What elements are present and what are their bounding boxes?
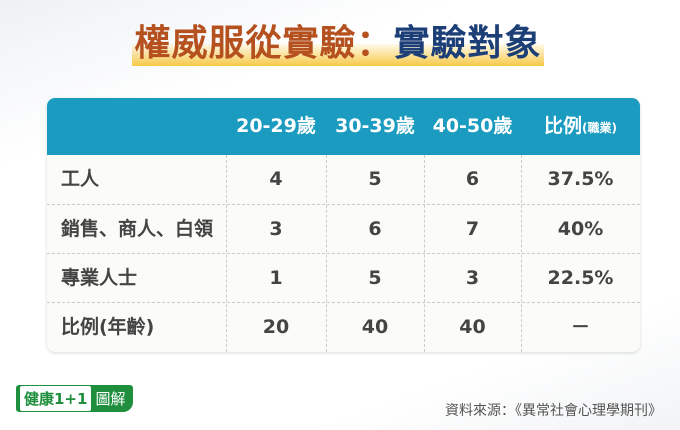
page-title: 權威服從實驗：實驗對象 bbox=[132, 14, 544, 66]
table-row: 比例(年齡) 20 40 40 － bbox=[47, 302, 640, 352]
subjects-table: 20-29歲 30-39歲 40-50歲 比例(職業) 工人 4 5 6 37.5% 銷售… bbox=[47, 98, 640, 352]
table-cell: 1 bbox=[269, 267, 283, 289]
table-cell: 5 bbox=[368, 168, 382, 190]
table-cell: 3 bbox=[465, 267, 480, 289]
title-colon: ： bbox=[356, 23, 394, 64]
table-cell: 6 bbox=[368, 218, 382, 240]
header-30-39: 30-39歲 bbox=[335, 115, 415, 137]
row-label: 專業人士 bbox=[61, 267, 138, 289]
table-cell: 37.5% bbox=[547, 168, 614, 190]
table-cell: 7 bbox=[465, 218, 480, 240]
table-row: 專業人士 1 5 3 22.5% bbox=[47, 253, 640, 303]
header-ratio-label: 比例 bbox=[544, 115, 583, 137]
divider bbox=[521, 155, 522, 352]
table-row: 銷售、商人、白領 3 6 7 40% bbox=[47, 204, 640, 254]
table-cell: － bbox=[570, 316, 590, 338]
divider bbox=[226, 155, 227, 352]
logo-text: 健康1+1 bbox=[20, 386, 92, 411]
title-part2: 實驗對象 bbox=[393, 23, 542, 64]
table-cell: 40 bbox=[361, 316, 389, 338]
title-banner: 權威服從實驗：實驗對象 bbox=[132, 8, 544, 66]
table-cell: 20 bbox=[262, 316, 290, 338]
header-40-50: 40-50歲 bbox=[432, 115, 513, 137]
row-label: 工人 bbox=[61, 168, 100, 190]
title-part1: 權威服從實驗 bbox=[134, 23, 357, 64]
divider bbox=[424, 155, 425, 352]
divider bbox=[326, 155, 327, 352]
table-cell: 22.5% bbox=[547, 267, 614, 289]
table-header: 20-29歲 30-39歲 40-50歲 比例(職業) bbox=[47, 98, 640, 155]
header-ratio: 比例(職業) bbox=[521, 98, 640, 155]
table-cell: 4 bbox=[269, 168, 283, 190]
table-cell: 6 bbox=[465, 168, 480, 190]
row-label: 比例(年齡) bbox=[61, 316, 155, 338]
header-ratio-suffix: (職業) bbox=[582, 121, 617, 135]
source-citation: 資料來源：《異常社會心理學期刊》 bbox=[445, 403, 662, 419]
logo-subtext: 圖解 bbox=[95, 390, 126, 408]
header-20-29: 20-29歲 bbox=[236, 115, 316, 137]
table-cell: 40% bbox=[557, 218, 604, 240]
brand-logo: 健康1+1 圖解 bbox=[16, 385, 134, 412]
table-cell: 40 bbox=[459, 316, 486, 338]
row-label: 銷售、商人、白領 bbox=[61, 218, 214, 240]
table-row: 工人 4 5 6 37.5% bbox=[47, 155, 640, 204]
title-highlight bbox=[132, 44, 544, 66]
table-cell: 5 bbox=[368, 267, 382, 289]
table-cell: 3 bbox=[269, 218, 283, 240]
